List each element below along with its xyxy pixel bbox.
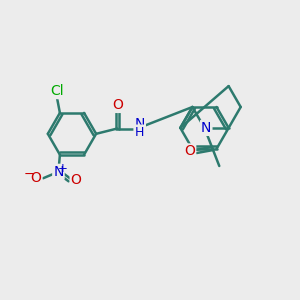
Text: −: − <box>24 168 35 181</box>
Text: O: O <box>71 173 82 187</box>
Text: +: + <box>58 162 68 175</box>
Text: N: N <box>201 121 211 135</box>
Text: N: N <box>53 165 64 179</box>
Text: N: N <box>134 117 145 131</box>
Text: H: H <box>135 125 144 139</box>
Text: O: O <box>31 171 41 185</box>
Text: O: O <box>112 98 123 112</box>
Text: Cl: Cl <box>50 84 64 98</box>
Text: O: O <box>184 144 195 158</box>
